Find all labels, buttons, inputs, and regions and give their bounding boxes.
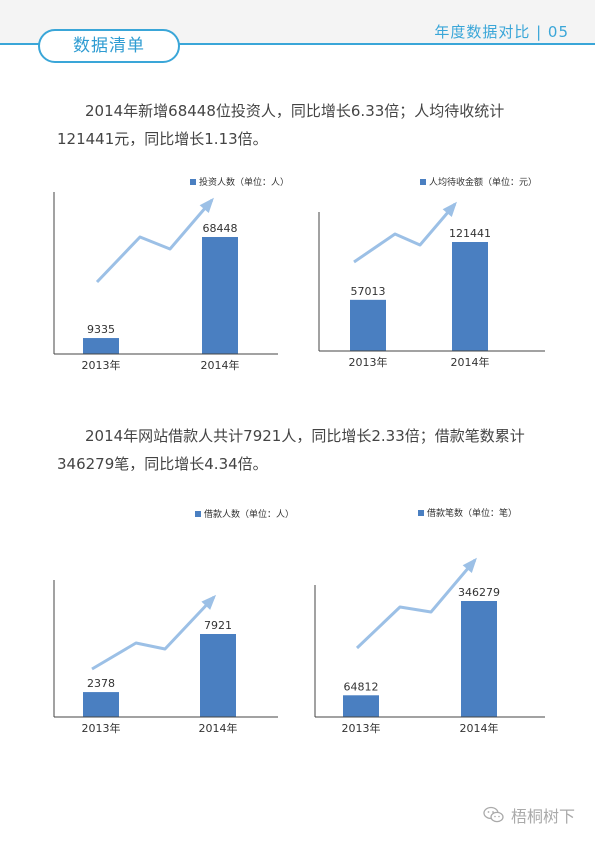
x-tick-label: 2014年 — [201, 358, 240, 372]
legend-label: 投资人数（单位：人） — [199, 176, 289, 188]
bar-value-label: 57013 — [351, 285, 386, 298]
legend-label: 借款人数（单位：人） — [204, 508, 294, 520]
x-tick-label: 2013年 — [82, 721, 121, 735]
trend-arrow-line — [95, 199, 214, 284]
bar-value-label: 9335 — [87, 323, 115, 336]
bar-1 — [350, 299, 386, 351]
bar-2 — [202, 237, 238, 354]
bar-1 — [83, 692, 119, 717]
trend-arrow-head — [199, 197, 214, 214]
bar-value-label: 346279 — [458, 586, 500, 599]
watermark-text: 梧桐树下 — [510, 807, 575, 826]
legend-swatch — [420, 179, 426, 185]
chart-investor-count: 投资人数（单位：人） 9335 2013年 68448 2014年 — [53, 176, 289, 372]
chart-borrower-count: 借款人数（单位：人） 2378 2013年 7921 2014年 — [53, 508, 294, 735]
legend-label: 借款笔数（单位：笔） — [427, 507, 517, 519]
bar-value-label: 121441 — [449, 227, 491, 240]
paragraph-text: 2014年新增68448位投资人，同比增长6.33倍；人均待收统计121441元… — [57, 102, 505, 148]
x-tick-label: 2014年 — [460, 721, 499, 735]
trend-arrow-line — [353, 203, 457, 264]
trend-arrow-head — [442, 201, 457, 218]
bar-value-label: 68448 — [203, 222, 238, 235]
bar-1 — [83, 338, 119, 354]
summary-paragraph-borrowers: 2014年网站借款人共计7921人，同比增长2.33倍；借款笔数累计346279… — [57, 422, 557, 478]
bar-1 — [343, 695, 379, 717]
legend-swatch — [190, 179, 196, 185]
bar-2 — [200, 634, 236, 717]
x-tick-label: 2014年 — [199, 721, 238, 735]
bar-value-label: 2378 — [87, 677, 115, 690]
trend-arrow-line — [355, 559, 477, 650]
x-tick-label: 2014年 — [451, 355, 490, 369]
bar-2 — [461, 601, 497, 717]
wechat-icon — [483, 806, 504, 823]
bar-value-label: 64812 — [344, 680, 379, 693]
bar-2 — [452, 242, 488, 351]
x-tick-label: 2013年 — [349, 355, 388, 369]
page-header-title: 年度数据对比 | 05 — [434, 23, 569, 41]
summary-paragraph-investors: 2014年新增68448位投资人，同比增长6.33倍；人均待收统计121441元… — [57, 97, 557, 153]
bar-value-label: 7921 — [204, 619, 232, 632]
x-tick-label: 2013年 — [342, 721, 381, 735]
x-tick-label: 2013年 — [82, 358, 121, 372]
legend-swatch — [418, 510, 424, 516]
section-label: 数据清单 — [38, 29, 180, 63]
top-divider-line — [0, 43, 595, 45]
chart-loan-count: 借款笔数（单位：笔） 64812 2013年 346279 2014年 — [314, 507, 545, 735]
trend-arrow-head — [462, 557, 477, 574]
legend-label: 人均待收金额（单位：元） — [429, 176, 537, 188]
legend-swatch — [195, 511, 201, 517]
watermark: 梧桐树下 — [483, 803, 575, 827]
trend-arrow-head — [201, 594, 217, 610]
chart-avg-receivable: 人均待收金额（单位：元） 57013 2013年 121441 2014年 — [318, 176, 545, 369]
paragraph-text: 2014年网站借款人共计7921人，同比增长2.33倍；借款笔数累计346279… — [57, 427, 525, 473]
trend-arrow-line — [91, 595, 216, 671]
